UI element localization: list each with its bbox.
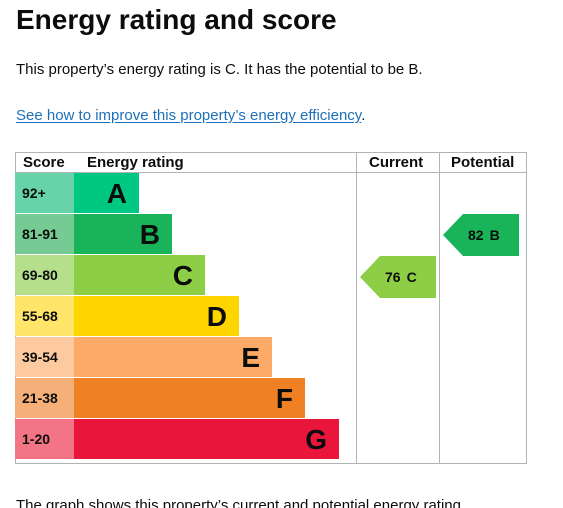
header-divider <box>15 172 527 173</box>
header-score: Score <box>23 154 65 171</box>
energy-rating-table: Score Energy rating Current Potential 92… <box>15 152 527 464</box>
header-potential: Potential <box>451 154 515 171</box>
improve-link-row: See how to improve this property’s energ… <box>16 106 365 126</box>
rating-band-g: G <box>74 419 339 459</box>
rating-band-c: C <box>74 255 205 295</box>
header-energy-rating: Energy rating <box>87 154 184 171</box>
score-cell: 21-38 <box>15 378 74 418</box>
band-letter: F <box>275 383 293 414</box>
band-letter: C <box>172 260 193 291</box>
score-cell: 1-20 <box>15 419 74 459</box>
band-letter: G <box>305 424 327 455</box>
band-letter: D <box>206 301 227 332</box>
band-letter: E <box>241 342 260 373</box>
link-suffix: . <box>361 107 366 124</box>
score-cell: 81-91 <box>15 214 74 254</box>
score-cell: 69-80 <box>15 255 74 295</box>
rating-band-b: B <box>74 214 172 254</box>
rating-band-e: E <box>74 337 272 377</box>
potential-column-divider <box>439 152 440 464</box>
potential-letter: B <box>489 227 500 243</box>
rating-summary: This property’s energy rating is C. It h… <box>16 61 423 78</box>
score-cell: 92+ <box>15 173 74 213</box>
header-current: Current <box>369 154 424 171</box>
rating-band-a: A <box>74 173 139 213</box>
potential-score: 82 <box>468 227 484 243</box>
current-letter: C <box>406 269 417 285</box>
improve-efficiency-link[interactable]: See how to improve this property’s energ… <box>16 107 362 124</box>
current-rating-arrow: 76 C <box>360 256 436 298</box>
score-cell: 39-54 <box>15 337 74 377</box>
current-score: 76 <box>385 269 401 285</box>
rating-band-d: D <box>74 296 239 336</box>
graph-description: The graph shows this property’s current … <box>16 497 466 508</box>
band-letter: B <box>139 219 160 250</box>
band-letter: A <box>106 178 127 209</box>
current-column-divider <box>356 152 357 464</box>
score-cell: 55-68 <box>15 296 74 336</box>
page-title: Energy rating and score <box>16 4 337 35</box>
rating-band-f: F <box>74 378 305 418</box>
